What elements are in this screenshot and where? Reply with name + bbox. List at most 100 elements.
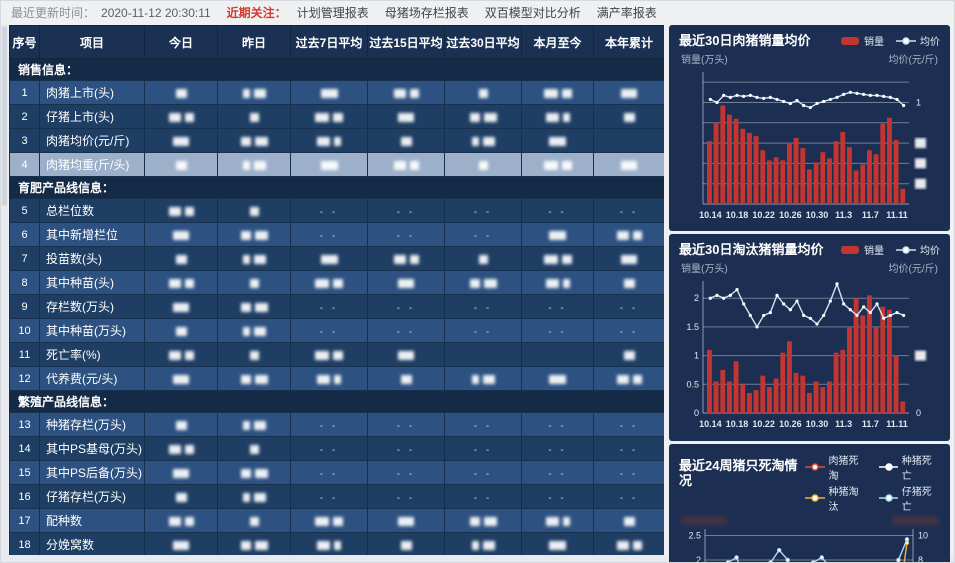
topbar-link[interactable]: 母猪场存栏报表 [384, 6, 469, 20]
row-number: 7 [9, 246, 40, 271]
table-row[interactable]: 6 其中新增栏位 - -- -- - [9, 222, 664, 247]
legend-item[interactable]: 仔猪死亡 [878, 483, 940, 513]
section-title: 繁殖产品线信息： [9, 390, 664, 413]
table-row[interactable]: 16 仔猪存栏(万头) - -- -- -- -- - [9, 484, 664, 509]
table-row[interactable]: 11 死亡率(%) [9, 342, 664, 367]
chart3-title: 最近24周猪只死淘情况 [679, 458, 798, 488]
legend-item[interactable]: 销量 [840, 242, 884, 257]
redacted-value-cell [144, 246, 218, 271]
chart3-legend: 肉猪死淘 种猪死亡 种猪淘汰 仔猪死亡 [805, 452, 940, 513]
row-label: 其中种苗(万头) [39, 318, 145, 343]
redacted-value-cell [521, 366, 594, 391]
legend-item[interactable]: 均价 [896, 242, 940, 257]
chart2-right-axis-label: 均价(元/斤) [888, 264, 938, 275]
table-row[interactable]: 13 种猪存栏(万头) - -- -- -- -- - [9, 412, 664, 437]
row-label: 肉猪均价(元/斤) [39, 128, 145, 153]
redacted-value-cell [217, 532, 291, 555]
redacted-value-cell [593, 508, 664, 533]
svg-text:0: 0 [916, 408, 921, 418]
vertical-scrollbar[interactable] [1, 24, 8, 555]
legend-item[interactable]: 均价 [896, 33, 940, 48]
svg-text:10.18: 10.18 [726, 210, 749, 220]
table-row[interactable]: 2 仔猪上市(头) [9, 104, 664, 129]
redacted-value-cell [367, 532, 445, 555]
legend-item[interactable]: 肉猪死淘 [805, 452, 866, 482]
row-label: 种猪存栏(万头) [39, 412, 145, 437]
recent-focus-label: 近期关注： [226, 6, 287, 20]
svg-text:11.7: 11.7 [862, 210, 879, 220]
table-row[interactable]: 1 肉猪上市(头) [9, 80, 664, 105]
value-cell: - - [521, 460, 594, 485]
redacted-value-cell [593, 246, 664, 271]
value-cell: - - [444, 222, 522, 247]
redacted-value-cell [290, 104, 368, 129]
value-cell: - - [593, 460, 664, 485]
value-cell: - - [521, 198, 594, 223]
row-label: 分娩窝数 [39, 532, 145, 555]
chart2-left-axis-label: 销量(万头) [681, 264, 728, 275]
value-cell: - - [290, 436, 368, 461]
section-title: 育肥产品线信息： [9, 176, 664, 199]
redacted-value-cell [367, 80, 445, 105]
row-label: 肉猪均重(斤/头) [39, 152, 145, 177]
table-row[interactable]: 3 肉猪均价(元/斤) [9, 128, 664, 153]
redacted-value-cell [217, 412, 291, 437]
value-cell: - - [290, 484, 368, 509]
redacted-value-cell [521, 532, 594, 555]
horizontal-scrollbar[interactable] [1, 555, 954, 562]
redacted-value-cell [593, 80, 664, 105]
topbar-link[interactable]: 双百模型对比分析 [484, 6, 581, 20]
legend-item[interactable]: 种猪淘汰 [805, 483, 866, 513]
table-row[interactable]: 18 分娩窝数 [9, 532, 664, 555]
value-cell: - - [593, 484, 664, 509]
topbar-link[interactable]: 计划管理报表 [296, 6, 369, 20]
chart3-left-axis-label-redacted [681, 516, 727, 525]
row-number: 2 [9, 104, 40, 129]
table-row[interactable]: 12 代养费(元/头) [9, 366, 664, 391]
vertical-scrollbar-thumb[interactable] [2, 26, 7, 206]
section-header-row: 育肥产品线信息： [9, 176, 664, 199]
legend-item[interactable]: 销量 [840, 33, 884, 48]
table-row[interactable]: 15 其中PS后备(万头) - -- -- -- -- - [9, 460, 664, 485]
column-header: 过去7日平均 [290, 25, 368, 59]
redacted-value-cell [290, 152, 368, 177]
table-row[interactable]: 5 总栏位数 - -- -- -- -- - [9, 198, 664, 223]
column-header: 昨日 [217, 25, 291, 59]
redacted-value-cell [144, 152, 218, 177]
table-row[interactable]: 8 其中种苗(头) [9, 270, 664, 295]
table-row[interactable]: 10 其中种苗(万头) - -- -- -- -- - [9, 318, 664, 343]
value-cell: - - [593, 318, 664, 343]
redacted-value-cell [521, 246, 594, 271]
svg-text:11.11: 11.11 [886, 210, 908, 220]
table-row[interactable]: 4 肉猪均重(斤/头) [9, 152, 664, 177]
table-row[interactable]: 17 配种数 [9, 508, 664, 533]
column-header: 序号 [9, 25, 40, 59]
legend-item[interactable]: 种猪死亡 [878, 452, 940, 482]
svg-text:10.26: 10.26 [779, 419, 802, 429]
redacted-value-cell [444, 128, 522, 153]
redacted-value-cell [367, 246, 445, 271]
table-row[interactable]: 14 其中PS基母(万头) - -- -- -- -- - [9, 436, 664, 461]
topbar-link[interactable]: 满产率报表 [596, 6, 657, 20]
svg-text:1: 1 [694, 351, 699, 361]
redacted-value-cell [144, 366, 218, 391]
value-cell: - - [593, 294, 664, 319]
redacted-value-cell [217, 104, 291, 129]
redacted-value-cell [217, 246, 291, 271]
redacted-value-cell [217, 294, 291, 319]
redacted-value-cell [144, 318, 218, 343]
redacted-value-cell [144, 532, 218, 555]
value-cell: - - [521, 484, 594, 509]
value-cell: - - [444, 198, 522, 223]
svg-text:11.3: 11.3 [835, 210, 852, 220]
redacted-value-cell [217, 484, 291, 509]
row-number: 3 [9, 128, 40, 153]
table-row[interactable]: 7 投苗数(头) [9, 246, 664, 271]
value-cell: - - [367, 460, 445, 485]
redacted-value-cell [521, 222, 594, 247]
redacted-value-cell [367, 152, 445, 177]
value-cell: - - [444, 412, 522, 437]
svg-text:10.30: 10.30 [806, 210, 829, 220]
table-row[interactable]: 9 存栏数(万头) - -- -- -- -- - [9, 294, 664, 319]
